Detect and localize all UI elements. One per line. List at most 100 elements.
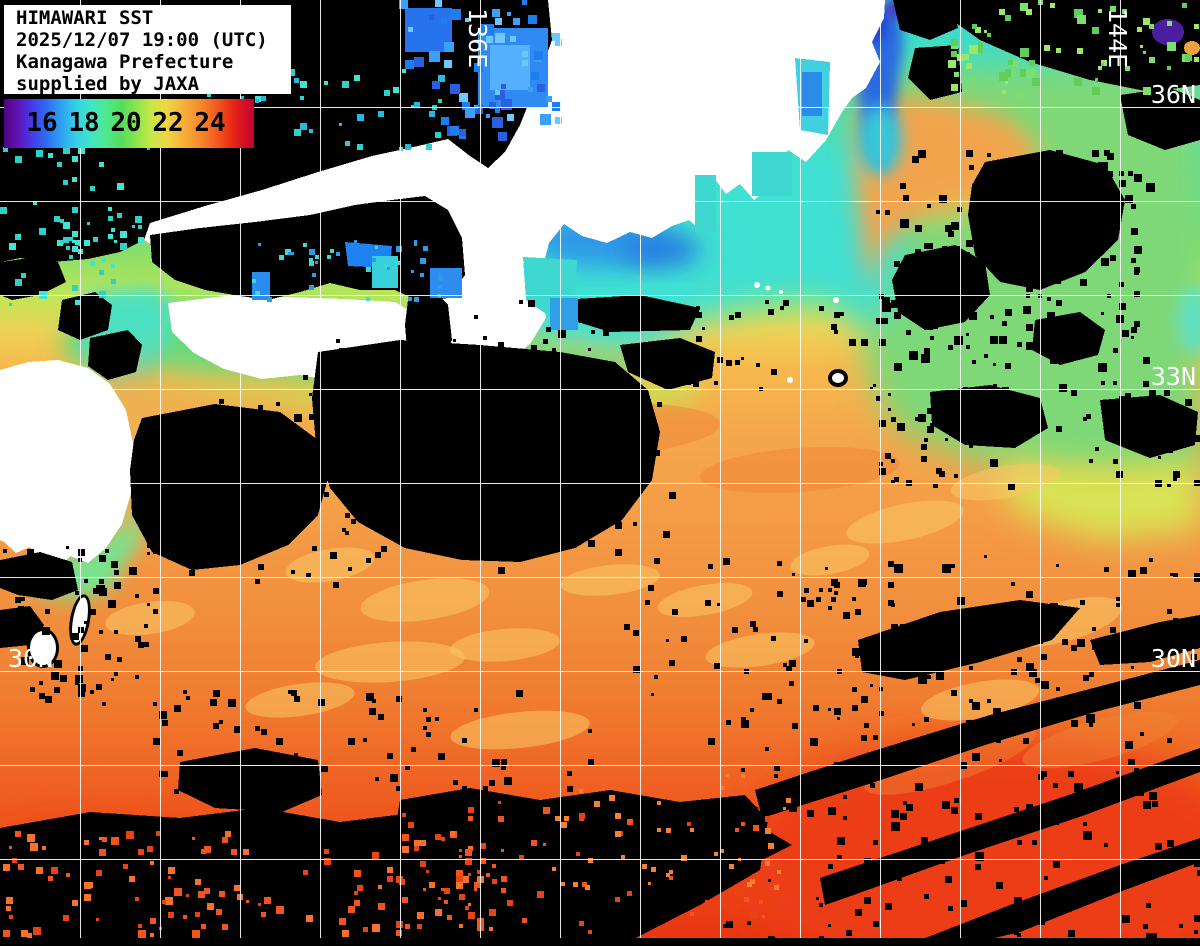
speckle: [249, 786, 254, 791]
speckle: [891, 810, 899, 818]
speckle: [786, 666, 792, 672]
speckle: [147, 552, 150, 555]
cloud-region: [1120, 88, 1200, 150]
speckle: [96, 585, 104, 593]
speckle: [891, 300, 899, 308]
speckle: [966, 333, 969, 336]
speckle: [375, 777, 379, 781]
speckle: [510, 426, 514, 430]
speckle: [147, 147, 150, 150]
speckle: [861, 735, 867, 741]
speckle: [1143, 18, 1150, 25]
speckle: [186, 894, 189, 897]
speckle: [879, 711, 884, 716]
speckle: [603, 330, 609, 336]
speckle: [396, 261, 400, 265]
speckle: [1167, 609, 1172, 614]
speckle: [21, 609, 26, 614]
speckle: [648, 585, 654, 591]
colorbar-tick-20: 20: [110, 107, 142, 138]
speckle: [1134, 693, 1138, 697]
speckle: [951, 564, 955, 568]
speckle: [654, 450, 660, 456]
speckle: [1089, 459, 1093, 463]
speckle: [1134, 291, 1140, 297]
speckle: [492, 759, 500, 767]
speckle: [336, 339, 340, 343]
speckle: [1128, 171, 1133, 176]
speckle: [828, 588, 832, 592]
speckle: [735, 888, 742, 895]
speckle: [903, 645, 911, 653]
speckle: [1053, 861, 1060, 868]
speckle: [504, 777, 512, 785]
speckle: [1056, 150, 1063, 157]
speckle: [138, 924, 142, 928]
speckle: [414, 243, 417, 246]
speckle: [480, 24, 491, 35]
speckle: [450, 84, 460, 94]
speckle: [51, 867, 58, 874]
speckle: [930, 285, 935, 290]
speckle: [372, 852, 379, 859]
speckle: [423, 708, 427, 712]
speckle: [660, 363, 665, 368]
speckle: [1071, 720, 1078, 727]
speckle: [645, 315, 648, 318]
speckle: [468, 903, 471, 906]
speckle: [1149, 57, 1155, 63]
speckle: [426, 870, 429, 873]
speckle: [225, 831, 231, 837]
speckle: [927, 243, 933, 249]
speckle: [921, 444, 927, 450]
speckle: [105, 654, 111, 660]
speckle: [1005, 249, 1009, 253]
speckle: [1053, 783, 1058, 788]
speckle: [1104, 150, 1110, 156]
speckle: [1149, 24, 1154, 29]
speckle: [468, 846, 473, 851]
speckle: [462, 738, 467, 743]
speckle: [501, 888, 506, 893]
speckle: [1002, 219, 1007, 224]
speckle: [1119, 411, 1125, 417]
speckle: [741, 768, 745, 772]
speckle: [669, 339, 672, 342]
speckle: [114, 582, 121, 589]
speckle: [1167, 447, 1173, 453]
speckle: [945, 225, 952, 232]
speckle: [294, 696, 300, 702]
speckle: [291, 690, 297, 696]
speckle: [1173, 573, 1178, 578]
colorbar-tick-24: 24: [194, 107, 226, 138]
speckle: [735, 828, 739, 832]
speckle: [951, 807, 958, 814]
speckle: [741, 774, 745, 778]
speckle: [765, 747, 769, 751]
latitude-label: 33N: [1151, 362, 1196, 391]
speckle: [135, 897, 139, 901]
speckle: [1074, 9, 1083, 18]
speckle: [96, 870, 102, 876]
speckle: [1035, 639, 1039, 643]
speckle: [3, 147, 8, 152]
speckle: [99, 291, 106, 298]
speckle: [237, 420, 242, 425]
speckle: [894, 363, 902, 371]
speckle: [321, 765, 328, 772]
speckle: [669, 876, 673, 880]
speckle: [153, 702, 157, 706]
speckle: [60, 675, 67, 682]
speckle: [138, 225, 142, 229]
speckle: [1119, 417, 1127, 425]
speckle: [54, 687, 60, 693]
cloud-region: [908, 45, 962, 100]
speckle: [1131, 258, 1136, 263]
speckle: [834, 312, 840, 318]
speckle: [189, 570, 195, 576]
speckle: [441, 345, 446, 350]
speckle: [1167, 423, 1170, 426]
speckle: [987, 33, 991, 37]
speckle: [399, 0, 408, 9]
speckle: [915, 663, 923, 671]
